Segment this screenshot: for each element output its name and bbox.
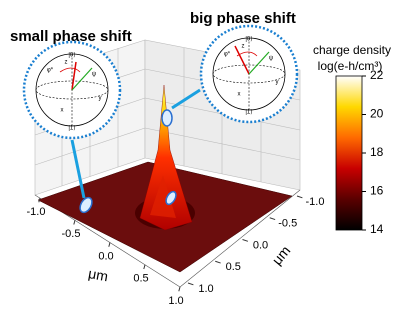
inset-label: x — [61, 108, 64, 114]
y-tick — [242, 239, 249, 242]
inset-label: ψ — [269, 56, 273, 62]
colorbar-tick-label: 14 — [370, 222, 384, 236]
y-axis-label: μm — [269, 242, 294, 267]
y-tick-label: 1.0 — [198, 283, 213, 295]
state-vector-2 — [71, 67, 93, 91]
y-tick-label: 0.5 — [226, 261, 241, 273]
inset-label: |0⟩ — [68, 52, 75, 59]
colorbar-label: log(e-h/cm³) — [318, 59, 383, 73]
x-tick-label: 0.0 — [98, 250, 113, 262]
annotation: small phase shift — [10, 28, 132, 45]
inset-label: |1⟩ — [68, 125, 75, 132]
inset-label: φ* — [47, 68, 54, 74]
y-tick-label: -1.0 — [306, 196, 325, 208]
bloch-inset: |0⟩ |1⟩ x y z φ* ψ — [22, 40, 122, 140]
x-tick-label: -1.0 — [27, 206, 46, 218]
inset-label: |0⟩ — [245, 36, 252, 43]
x-tick — [38, 197, 41, 203]
inset-label: z — [242, 44, 245, 50]
colorbar-title: charge density — [313, 43, 391, 57]
bloch-inset: |0⟩ |1⟩ x y z φ* ψ — [199, 24, 299, 124]
y-tick — [215, 260, 221, 264]
phase-arc — [236, 51, 258, 57]
surface — [37, 84, 293, 273]
x-tick — [178, 286, 181, 292]
y-tick-label: -0.5 — [278, 218, 297, 230]
x-tick-label: -0.5 — [62, 228, 81, 240]
inset-label: x — [238, 92, 241, 98]
y-tick — [296, 195, 303, 199]
y-tick-label: 0.0 — [253, 239, 268, 251]
inset-label: z — [65, 60, 68, 66]
state-vector — [71, 61, 77, 91]
colorbar-tick-label: 18 — [370, 145, 384, 159]
inset-label: |1⟩ — [245, 109, 252, 116]
x-tick — [73, 220, 76, 225]
pointers — [70, 88, 201, 214]
inset-label: ψ — [92, 72, 96, 78]
equator — [212, 64, 286, 84]
y-tick — [187, 282, 194, 286]
inset-label: y — [99, 96, 102, 102]
inset-label: y — [276, 80, 279, 86]
colorbar-tick-label: 22 — [370, 68, 384, 82]
inset-label: φ* — [224, 52, 231, 58]
x-axis-label: μm — [87, 265, 109, 284]
x-tick-label: 0.5 — [133, 273, 148, 285]
state-vector-2 — [248, 51, 270, 75]
y-tick — [269, 217, 276, 221]
x-tick — [143, 264, 146, 270]
x-tick — [108, 242, 111, 247]
phase-arc — [59, 67, 81, 73]
colorbar-tick-label: 20 — [370, 107, 384, 121]
annotation: big phase shift — [190, 10, 296, 27]
colorbar-tick-label: 16 — [370, 184, 384, 198]
colorbar — [335, 75, 363, 231]
state-vector — [234, 45, 250, 75]
equator — [35, 80, 109, 100]
x-tick-label: 1.0 — [168, 295, 183, 307]
